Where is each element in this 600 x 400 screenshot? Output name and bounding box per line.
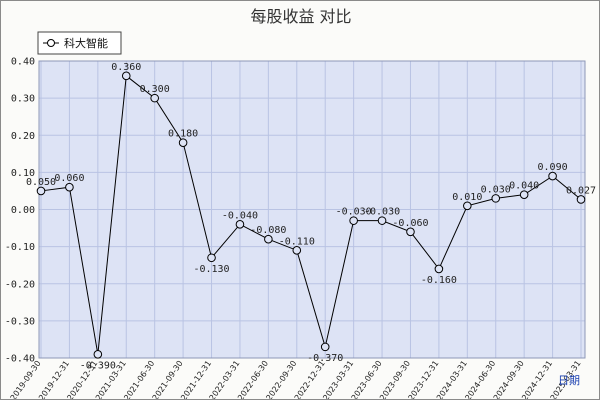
data-point <box>150 93 159 103</box>
data-point <box>36 186 46 196</box>
plot-border <box>38 60 586 359</box>
data-point <box>548 171 557 181</box>
y-tick-label: -0.40 <box>5 354 35 365</box>
legend[interactable]: 科大智能 <box>37 31 122 55</box>
y-tick-label: -0.30 <box>5 316 35 327</box>
data-point <box>463 201 472 211</box>
x-tick-label: 2023-06-30 <box>350 359 384 400</box>
data-label: -0.030 <box>364 207 400 218</box>
data-label: 0.060 <box>54 173 84 184</box>
data-label: 0.027 <box>566 185 596 196</box>
y-tick-label: 0.10 <box>11 168 35 179</box>
y-tick-label: 0.40 <box>11 57 35 68</box>
data-point <box>491 194 501 203</box>
x-tick-label: 2024-09-30 <box>492 359 526 400</box>
data-point <box>178 138 188 147</box>
data-point <box>434 264 444 274</box>
y-tick-label: 0.00 <box>11 205 35 216</box>
x-tick-label: 2023-09-30 <box>378 359 412 400</box>
x-tick-label: 2021-06-30 <box>122 359 156 400</box>
y-tick-label: 0.30 <box>11 94 35 105</box>
x-tick-label: 2019-12-31 <box>37 359 71 400</box>
x-tick-label: 2022-12-31 <box>293 359 327 400</box>
data-label: -0.130 <box>193 264 229 275</box>
data-point <box>264 234 273 244</box>
legend-box <box>37 31 122 55</box>
data-label: 0.180 <box>168 129 198 140</box>
x-tick-label: 2022-06-30 <box>236 359 270 400</box>
data-label: 0.360 <box>111 62 141 73</box>
data-point <box>292 246 302 255</box>
data-point <box>320 342 330 352</box>
data-label: 0.300 <box>140 84 170 95</box>
data-point <box>576 195 586 204</box>
data-point <box>235 220 245 229</box>
data-label: 0.090 <box>538 162 568 173</box>
data-label: 0.030 <box>481 184 511 195</box>
x-tick-label: 2024-12-31 <box>520 359 554 400</box>
grid-lines <box>38 60 586 359</box>
data-point <box>93 349 103 359</box>
data-point <box>207 253 216 263</box>
legend-marker-icon <box>47 39 55 47</box>
data-label: -0.370 <box>307 353 343 364</box>
data-label: 0.040 <box>509 181 539 192</box>
x-tick-label: 2021-12-31 <box>179 359 213 400</box>
data-label: -0.040 <box>222 210 258 221</box>
data-point <box>519 190 529 199</box>
x-tick-label: 2019-09-30 <box>9 359 43 400</box>
x-axis-label: 日期 <box>558 374 580 387</box>
data-label: -0.080 <box>250 225 286 236</box>
x-tick-label: 2022-03-31 <box>208 359 242 400</box>
chart-title: 每股收益 对比 <box>250 7 351 26</box>
x-tick-label: 2024-06-30 <box>463 359 497 400</box>
legend-label: 科大智能 <box>64 36 108 50</box>
data-label: -0.110 <box>279 236 315 247</box>
y-tick-label: -0.10 <box>5 242 35 253</box>
y-axis-ticks: 0.40 0.30 0.20 0.10 0.00 -0.10 -0.20 -0.30 -0.40 <box>5 57 35 365</box>
data-label: -0.390 <box>80 360 116 371</box>
series-line <box>40 74 582 355</box>
data-point <box>65 182 74 192</box>
x-tick-label: 2023-12-31 <box>406 359 440 400</box>
data-point <box>121 71 131 81</box>
y-tick-label: 0.20 <box>11 131 35 142</box>
data-label: 0.050 <box>26 177 56 188</box>
x-tick-label: 2023-03-31 <box>321 359 355 400</box>
series-layer <box>36 71 586 359</box>
x-tick-label: 2021-09-30 <box>151 359 185 400</box>
x-tick-label: 2022-09-30 <box>264 359 298 400</box>
data-label: -0.060 <box>392 218 428 229</box>
x-tick-label: 2024-03-31 <box>435 359 469 400</box>
data-point <box>349 216 358 225</box>
data-label: -0.160 <box>421 275 457 286</box>
data-point <box>377 216 387 225</box>
data-label: 0.010 <box>452 192 482 203</box>
data-label: -0.030 <box>336 207 372 218</box>
data-point <box>406 227 415 237</box>
y-tick-label: -0.20 <box>5 279 35 290</box>
